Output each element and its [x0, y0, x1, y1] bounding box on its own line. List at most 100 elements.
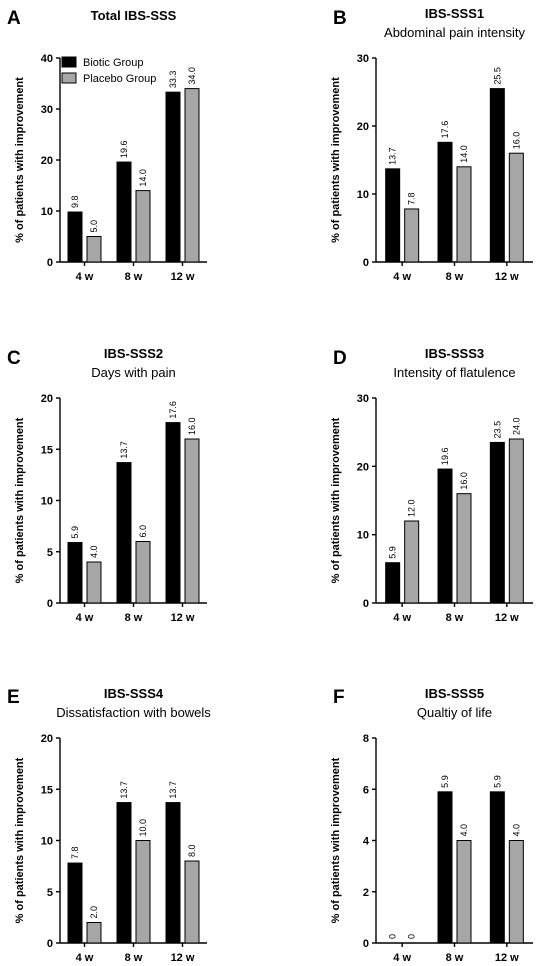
panel-a-y-tick-label: 0 [47, 257, 53, 269]
panel-c-bar-placebo [86, 561, 102, 604]
panel-c-y-tick-label: 0 [47, 598, 53, 610]
panel-b-subtitle: Abdominal pain intensity [384, 25, 525, 40]
panel-f-data-label: 5.9 [492, 775, 502, 788]
panel-f-data-label: 4.0 [459, 824, 469, 837]
panel-f-letter: F [333, 687, 345, 708]
panel-a-bar-biotic [165, 91, 181, 263]
panel-a-data-label: 34.0 [187, 67, 197, 85]
panel-c-category-label: 8 w [125, 612, 143, 624]
panel-c-bar-placebo [135, 541, 151, 604]
panel-c-y-tick-label: 5 [47, 547, 53, 559]
panel-d-data-label: 16.0 [459, 472, 469, 490]
panel-a-category-label: 12 w [171, 271, 195, 283]
panel-b-category-label: 4 w [393, 271, 411, 283]
panel-b-category-label: 12 w [495, 271, 519, 283]
panel-c-subtitle: Days with pain [91, 365, 176, 380]
panel-b-data-label: 17.6 [440, 121, 450, 139]
panel-e-letter: E [7, 687, 20, 708]
panel-d-y-tick-label: 20 [357, 461, 369, 473]
panel-b-data-label: 13.7 [388, 147, 398, 165]
panel-e-y-tick-label: 5 [47, 887, 53, 899]
panel-f-category-label: 4 w [393, 952, 411, 964]
panel-b-letter: B [333, 8, 347, 29]
panel-e-y-tick-label: 10 [41, 836, 53, 848]
panel-e-data-label: 13.7 [119, 781, 129, 799]
panel-e-y-tick-label: 0 [47, 938, 53, 950]
panel-f-y-tick-label: 2 [363, 887, 369, 899]
panel-d-category-label: 12 w [495, 612, 519, 624]
panel-b-y-tick-label: 0 [363, 257, 369, 269]
panel-c-y-tick-label: 15 [41, 444, 53, 456]
panel-c-letter: C [7, 348, 21, 369]
panel-d-data-label: 12.0 [407, 499, 417, 517]
panel-a-data-label: 5.0 [89, 220, 99, 233]
panel-c-category-label: 12 w [171, 612, 195, 624]
panel-b-data-label: 16.0 [511, 132, 521, 150]
panel-a-data-label: 19.6 [119, 141, 129, 159]
panel-a-category-label: 8 w [125, 271, 143, 283]
panel-d-data-label: 24.0 [511, 417, 521, 435]
panel-f-bar-biotic [489, 791, 505, 944]
panel-c-data-label: 4.0 [89, 545, 99, 558]
panel-d-bar-placebo [456, 493, 472, 604]
panel-b-y-axis-label: % of patients with improvement [330, 77, 342, 243]
panel-c-bar-biotic [165, 422, 181, 604]
panel-b-data-label: 7.8 [407, 192, 417, 205]
panel-f-y-tick-label: 8 [363, 733, 369, 745]
panel-f-y-axis-label: % of patients with improvement [330, 757, 342, 923]
panel-d-y-tick-label: 0 [363, 598, 369, 610]
panel-d-bar-biotic [437, 468, 453, 604]
panel-a-bar-biotic [67, 211, 83, 263]
panel-b-bar-placebo [508, 152, 524, 263]
panel-e-bar-placebo [86, 922, 102, 944]
legend-label-placebo: Placebo Group [83, 73, 156, 85]
panel-a-y-axis-label: % of patients with improvement [14, 77, 26, 243]
panel-f-bar-placebo [508, 840, 524, 944]
panel-b-title: IBS-SSS1 [425, 6, 484, 21]
panel-d-subtitle: Intensity of flatulence [393, 365, 515, 380]
panel-d-category-label: 8 w [446, 612, 464, 624]
panel-e-category-label: 12 w [171, 952, 195, 964]
legend-swatch-placebo [61, 72, 77, 84]
panel-b-category-label: 8 w [446, 271, 464, 283]
panel-a-y-tick-label: 40 [41, 53, 53, 65]
panel-a-data-label: 33.3 [168, 71, 178, 89]
panel-e-title: IBS-SSS4 [104, 686, 164, 701]
panel-f-data-label: 5.9 [440, 775, 450, 788]
panel-a-title: Total IBS-SSS [91, 8, 177, 23]
panel-d-bar-biotic [385, 562, 401, 604]
panel-a-y-tick-label: 10 [41, 206, 53, 218]
panel-e-data-label: 8.0 [187, 844, 197, 857]
panel-a-bar-placebo [86, 236, 102, 263]
panel-a-bar-biotic [116, 161, 132, 263]
panel-c-data-label: 6.0 [138, 525, 148, 538]
panel-c-data-label: 13.7 [119, 441, 129, 459]
panel-f-y-tick-label: 0 [363, 938, 369, 950]
panel-e-y-tick-label: 20 [41, 733, 53, 745]
panel-d-data-label: 5.9 [388, 546, 398, 559]
legend-swatch-biotic [61, 56, 77, 68]
panel-d-bar-placebo [508, 438, 524, 604]
panel-d-data-label: 19.6 [440, 448, 450, 466]
panel-c-y-tick-label: 20 [41, 393, 53, 405]
panel-d-y-axis-label: % of patients with improvement [330, 417, 342, 583]
panel-f-category-label: 12 w [495, 952, 519, 964]
panel-b-y-tick-label: 30 [357, 53, 369, 65]
panel-d-bar-placebo [404, 520, 420, 604]
panel-e-data-label: 10.0 [138, 819, 148, 837]
panel-d-category-label: 4 w [393, 612, 411, 624]
panel-e-bar-biotic [67, 862, 83, 944]
panel-c-data-label: 5.9 [70, 526, 80, 539]
panel-c-title: IBS-SSS2 [104, 346, 163, 361]
panel-f-subtitle: Qualtiy of life [417, 705, 492, 720]
panel-b-bar-placebo [456, 166, 472, 263]
panel-e-bar-biotic [165, 802, 181, 944]
panel-d-title: IBS-SSS3 [425, 346, 484, 361]
panel-f-y-tick-label: 4 [363, 836, 370, 848]
panel-b-bar-biotic [385, 168, 401, 263]
panel-a-bar-placebo [135, 190, 151, 263]
panel-e-bar-biotic [116, 802, 132, 944]
panel-d-bar-biotic [489, 441, 505, 604]
panel-b-y-tick-label: 20 [357, 121, 369, 133]
panel-e-data-label: 2.0 [89, 906, 99, 919]
